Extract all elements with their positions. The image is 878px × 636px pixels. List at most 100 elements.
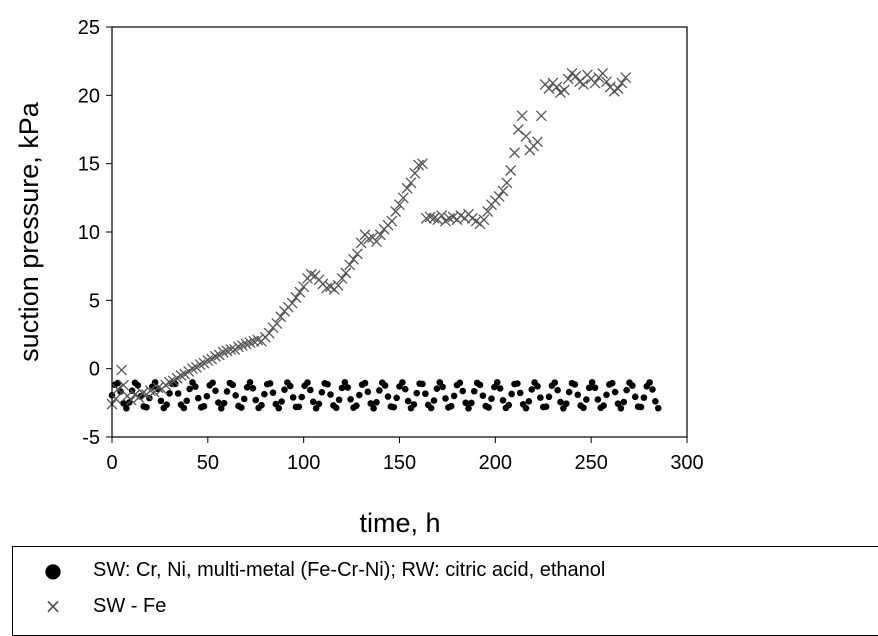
data-point-sw-fe (589, 77, 601, 89)
data-point-sw-cr-ni (286, 382, 294, 390)
data-point-sw-fe (532, 136, 543, 148)
data-point-sw-fe (601, 76, 612, 88)
data-point-sw-cr-ni (459, 387, 467, 395)
data-point-sw-cr-ni (450, 392, 458, 400)
data-point-sw-cr-ni (209, 379, 216, 387)
data-point-sw-cr-ni (353, 402, 360, 410)
data-point-sw-fe (355, 237, 367, 249)
data-point-sw-cr-ni (401, 385, 409, 393)
data-point-sw-cr-ni (574, 391, 582, 399)
data-point-sw-cr-ni (442, 395, 449, 402)
data-point-sw-cr-ni (246, 379, 254, 386)
data-point-sw-cr-ni (157, 397, 165, 405)
data-point-sw-cr-ni (355, 391, 363, 399)
data-point-sw-fe (217, 346, 229, 358)
data-point-sw-cr-ni (649, 386, 656, 393)
data-point-sw-cr-ni (585, 384, 593, 392)
data-point-sw-cr-ni (485, 404, 492, 411)
data-point-sw-fe (351, 248, 363, 260)
data-point-sw-cr-ni (637, 403, 645, 411)
data-point-sw-cr-ni (143, 403, 150, 411)
data-point-sw-cr-ni (488, 395, 495, 403)
data-point-sw-fe (535, 110, 547, 122)
data-point-sw-cr-ni (318, 388, 326, 396)
legend-label-sw-cr-ni: SW: Cr, Ni, multi-metal (Fe-Cr-Ni); RW: … (93, 558, 606, 581)
data-point-sw-cr-ni (338, 384, 346, 392)
data-point-sw-fe (497, 185, 509, 197)
legend-label-sw-fe: SW - Fe (93, 594, 167, 617)
data-point-sw-cr-ni (600, 402, 607, 409)
data-point-sw-cr-ni (281, 386, 288, 393)
data-point-sw-fe (248, 335, 260, 347)
data-point-sw-fe (175, 370, 187, 381)
data-point-sw-fe (202, 355, 214, 366)
data-point-sw-fe (194, 359, 206, 371)
data-point-sw-cr-ni (591, 384, 599, 392)
data-point-sw-fe (286, 297, 298, 309)
data-point-sw-cr-ni (623, 386, 630, 394)
data-point-sw-cr-ni (588, 379, 596, 386)
data-point-sw-cr-ni (433, 385, 441, 392)
data-point-sw-cr-ni (289, 394, 297, 401)
y-tick-label: 5 (89, 290, 100, 312)
data-point-sw-fe (125, 394, 137, 406)
x-tick-label: 0 (106, 452, 117, 474)
data-point-sw-fe (164, 376, 175, 388)
data-point-sw-cr-ni (220, 399, 228, 407)
data-point-sw-cr-ni (120, 399, 127, 407)
y-tick-label: 10 (78, 222, 100, 244)
data-point-sw-cr-ni (376, 387, 383, 394)
data-point-sw-cr-ni (183, 397, 191, 405)
data-point-sw-fe (112, 383, 124, 395)
data-point-sw-cr-ni (335, 396, 343, 404)
x-tick-label: 200 (479, 452, 512, 474)
x-tick-label: 100 (287, 452, 320, 474)
data-point-sw-fe (240, 338, 252, 350)
data-point-sw-fe (405, 177, 417, 189)
data-point-sw-cr-ni (571, 381, 579, 388)
data-point-sw-cr-ni (491, 383, 498, 391)
data-point-sw-fe (558, 84, 570, 96)
data-point-sw-cr-ni (341, 379, 349, 386)
data-point-sw-cr-ni (505, 401, 513, 409)
data-point-sw-fe (478, 214, 490, 226)
data-point-sw-cr-ni (646, 379, 653, 386)
data-point-sw-cr-ni (307, 386, 314, 394)
data-point-sw-cr-ni (462, 399, 469, 407)
data-point-sw-cr-ni (163, 401, 170, 408)
data-point-sw-fe (597, 68, 609, 79)
data-point-sw-cr-ni (419, 380, 426, 388)
data-point-sw-cr-ni (439, 383, 446, 391)
tick-layer: 0 50 100 150 200 250 300 -5 0 5 10 15 20 25 (78, 17, 704, 474)
data-point-sw-cr-ni (493, 379, 501, 386)
data-point-sw-fe (413, 159, 425, 171)
data-point-sw-fe (409, 167, 421, 179)
data-point-sw-cr-ni (516, 389, 524, 397)
data-point-sw-fe (336, 273, 348, 284)
data-point-sw-cr-ni (192, 383, 199, 391)
data-point-sw-fe (187, 363, 198, 375)
data-point-sw-cr-ni (652, 398, 659, 405)
data-point-sw-fe (233, 341, 244, 353)
data-point-sw-fe (340, 267, 352, 279)
data-point-sw-fe (397, 192, 409, 204)
data-point-sw-cr-ni (215, 399, 222, 406)
data-point-sw-fe (509, 147, 520, 159)
data-point-sw-fe (118, 379, 129, 391)
data-point-sw-fe (348, 253, 359, 265)
data-point-sw-cr-ni (249, 384, 257, 392)
data-point-sw-cr-ni (562, 400, 570, 407)
data-point-sw-cr-ni (298, 393, 306, 401)
data-point-sw-fe (551, 81, 563, 93)
data-point-sw-fe (210, 350, 221, 362)
data-point-sw-cr-ni (203, 392, 211, 400)
data-point-sw-cr-ni (344, 384, 352, 391)
data-point-sw-cr-ni (315, 400, 323, 408)
data-point-sw-fe (290, 292, 302, 304)
data-point-sw-cr-ni (373, 398, 380, 406)
data-point-sw-fe (137, 387, 149, 399)
data-point-sw-fe (436, 210, 448, 222)
data-point-sw-cr-ni (332, 404, 340, 412)
data-point-sw-cr-ni (499, 397, 507, 404)
data-point-sw-fe (394, 199, 405, 211)
